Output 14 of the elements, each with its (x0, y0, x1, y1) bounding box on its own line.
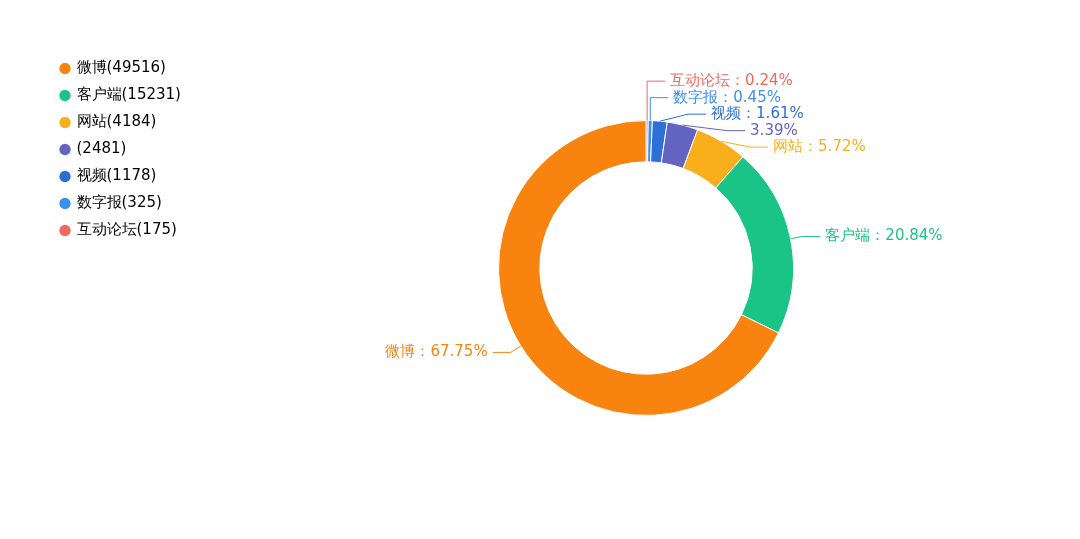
legend-label: 微博(49516) (76, 58, 166, 77)
legend-label: (2481) (76, 139, 127, 158)
data-label: 互动论坛：0.24% (670, 71, 793, 90)
legend-label: 客户端(15231) (76, 85, 181, 104)
data-label: 视频：1.61% (711, 104, 804, 123)
data-label: 3.39% (750, 120, 798, 139)
data-label: 数字报：0.45% (673, 87, 781, 106)
legend-label: 网站(4184) (76, 112, 157, 131)
legend-label: 数字报(325) (76, 193, 162, 212)
legend-label: 视频(1178) (76, 166, 157, 185)
data-label: 微博：67.75% (385, 342, 488, 361)
legend-label: 互动论坛(175) (76, 220, 177, 239)
data-label: 客户端：20.84% (825, 226, 943, 245)
data-label: 网站：5.72% (773, 137, 866, 156)
